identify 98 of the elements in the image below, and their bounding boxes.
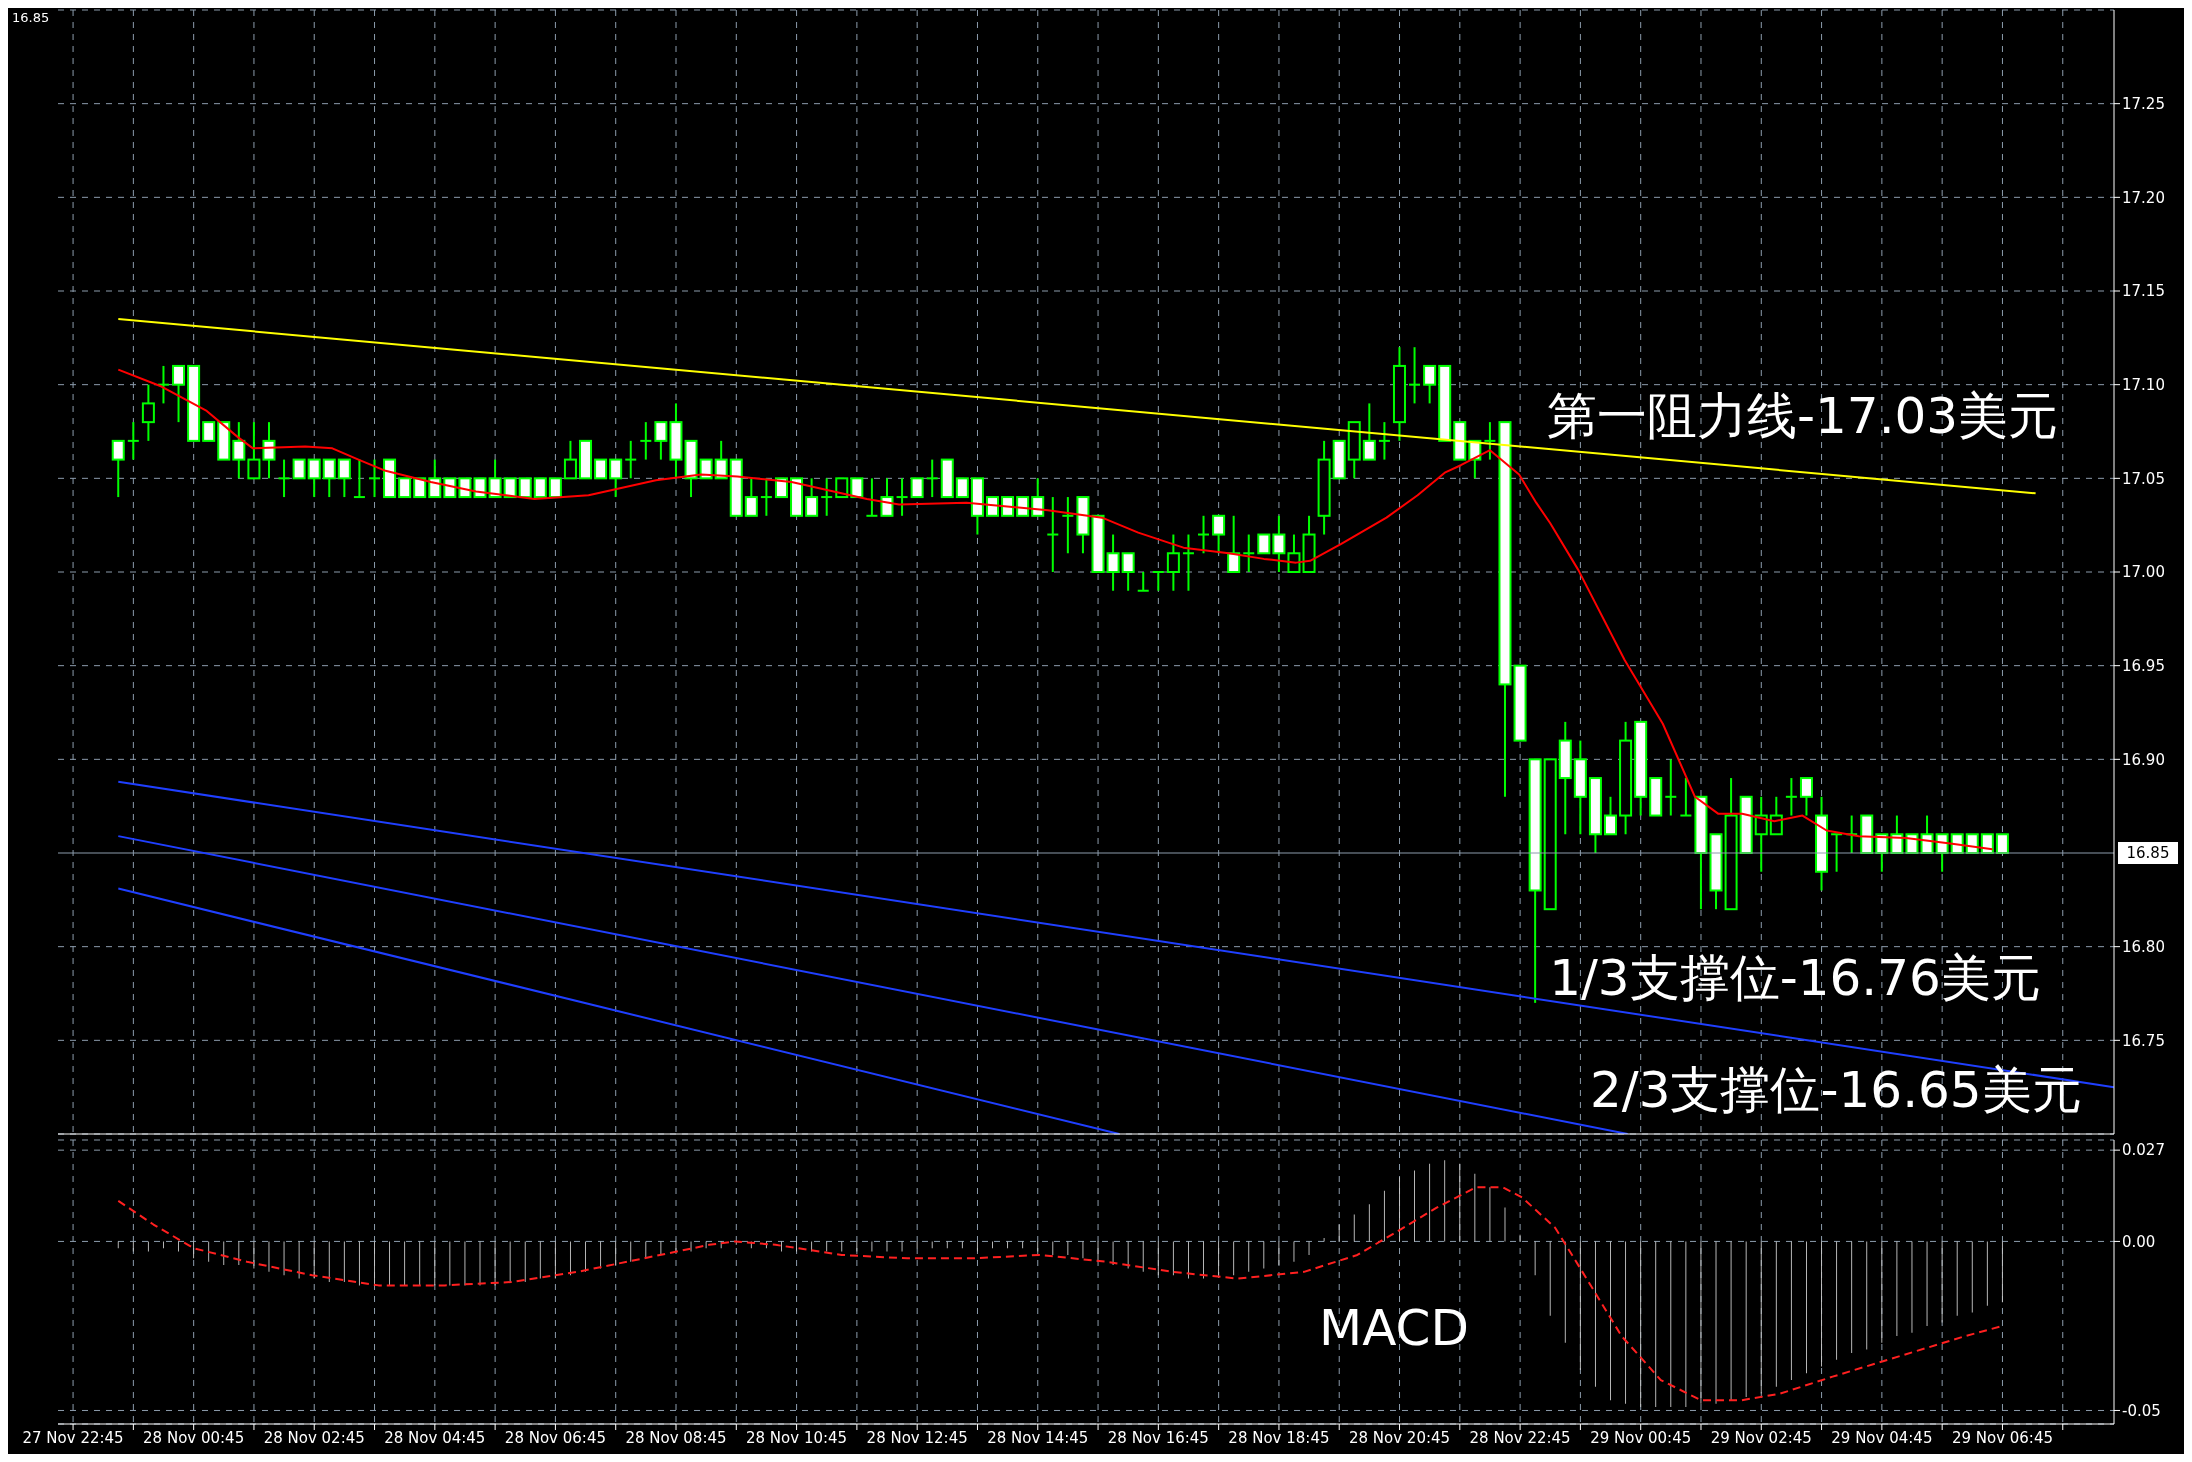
- candlestick: [744, 477, 758, 517]
- y-tick-label: 0.027: [2122, 1141, 2165, 1160]
- candlestick: [1679, 777, 1693, 817]
- y-tick-label: 17.25: [2122, 94, 2165, 113]
- text: 16.85: [12, 10, 50, 26]
- candlestick: [1151, 571, 1165, 592]
- candlestick: [398, 477, 412, 499]
- candlestick: [1257, 533, 1271, 555]
- candlestick: [247, 421, 261, 480]
- y-tick-label: 16.95: [2122, 656, 2165, 675]
- candlestick: [820, 477, 834, 517]
- candlestick: [639, 421, 653, 461]
- annotation: MACD: [1319, 1298, 1469, 1358]
- x-tick-label: 28 Nov 10:45: [746, 1428, 848, 1447]
- candlestick: [141, 383, 155, 442]
- candlestick: [488, 458, 502, 499]
- candlestick: [1799, 777, 1813, 817]
- y-tick-label: 0.00: [2122, 1232, 2156, 1251]
- candlestick: [609, 458, 623, 499]
- candlestick: [654, 421, 668, 461]
- candlestick: [1227, 514, 1241, 573]
- candlestick: [1664, 758, 1678, 817]
- y-tick-label: 17.20: [2122, 188, 2165, 207]
- candlestick: [1604, 795, 1617, 836]
- candlestick: [805, 477, 819, 517]
- candlestick: [172, 364, 186, 424]
- candlestick: [202, 421, 216, 442]
- candlestick: [292, 458, 306, 480]
- x-tick-label: 29 Nov 04:45: [1831, 1428, 1933, 1447]
- candlestick: [1031, 477, 1045, 517]
- candlestick: [1121, 552, 1135, 592]
- x-tick-label: 28 Nov 18:45: [1228, 1428, 1330, 1447]
- candlestick: [1242, 533, 1256, 573]
- candlestick: [1483, 421, 1497, 461]
- candlestick: [277, 458, 291, 499]
- x-tick-label: 28 Nov 22:45: [1469, 1428, 1571, 1447]
- candlestick: [759, 477, 773, 517]
- x-tick-label: 29 Nov 02:45: [1710, 1428, 1812, 1447]
- y-tick-label: -0.05: [2122, 1401, 2161, 1420]
- candlestick: [126, 421, 140, 461]
- y-tick-label: 17.10: [2122, 375, 2165, 394]
- candlestick: [594, 458, 608, 480]
- candlestick: [1377, 421, 1391, 461]
- candlestick: [563, 439, 577, 480]
- candlestick: [1166, 533, 1180, 592]
- y-tick-label: 16.90: [2122, 750, 2165, 769]
- candlestick: [1106, 533, 1120, 592]
- candlestick: [428, 458, 442, 499]
- x-tick-label: 28 Nov 14:45: [987, 1428, 1089, 1447]
- annotation: 2/3支撑位-16.65美元: [1590, 1060, 2082, 1120]
- candlestick: [1287, 533, 1301, 573]
- y-tick-label: 17.05: [2122, 469, 2165, 488]
- x-tick-label: 29 Nov 00:45: [1590, 1428, 1692, 1447]
- y-tick-label: 16.80: [2122, 937, 2165, 956]
- candlestick: [1136, 571, 1150, 592]
- candlestick: [1181, 533, 1195, 592]
- candlestick: [955, 477, 969, 499]
- candlestick: [111, 439, 125, 499]
- x-tick-label: 28 Nov 02:45: [263, 1428, 365, 1447]
- candlestick: [337, 458, 351, 499]
- candlestick: [895, 477, 909, 517]
- x-tick-label: 28 Nov 16:45: [1107, 1428, 1209, 1447]
- candlestick: [352, 458, 366, 499]
- candlestick: [1197, 514, 1211, 555]
- x-tick-label: 28 Nov 08:45: [625, 1428, 727, 1447]
- annotation: 1/3支撑位-16.76美元: [1549, 948, 2041, 1007]
- candlestick: [835, 477, 849, 499]
- candlestick: [503, 477, 517, 499]
- x-tick-label: 28 Nov 06:45: [504, 1428, 606, 1447]
- candlestick: [262, 421, 276, 480]
- annotation: 第一阻力线-17.03美元: [1547, 386, 2059, 446]
- x-tick-label: 28 Nov 20:45: [1348, 1428, 1451, 1447]
- x-tick-label: 28 Nov 00:45: [143, 1428, 245, 1447]
- x-tick-label: 29 Nov 06:45: [1951, 1428, 2054, 1447]
- ref-line-label: 16.85: [2126, 844, 2170, 862]
- candlestick: [307, 458, 321, 499]
- candlestick: [533, 477, 547, 499]
- y-tick-label: 16.75: [2122, 1031, 2165, 1050]
- candlestick: [1061, 496, 1075, 555]
- candlestick: [880, 477, 894, 517]
- candlestick: [1408, 346, 1422, 405]
- candlestick: [367, 458, 381, 499]
- candlestick: [1784, 777, 1798, 817]
- x-tick-label: 28 Nov 12:45: [866, 1428, 968, 1447]
- x-tick-label: 27 Nov 22:45: [22, 1428, 124, 1447]
- x-tick-label: 28 Nov 04:45: [384, 1428, 486, 1447]
- candlestick: [1272, 514, 1286, 573]
- candlestick: [624, 439, 638, 480]
- candlestick: [1046, 496, 1060, 573]
- candlestick: [322, 458, 336, 499]
- candlestick: [1362, 402, 1376, 461]
- candlestick: [232, 421, 246, 480]
- candlestick: [925, 458, 939, 499]
- y-tick-label: 17.00: [2122, 563, 2165, 582]
- candlestick: [1423, 364, 1437, 405]
- y-tick-label: 17.15: [2122, 282, 2165, 301]
- candlestick: [865, 477, 879, 517]
- candlestick: [910, 477, 924, 499]
